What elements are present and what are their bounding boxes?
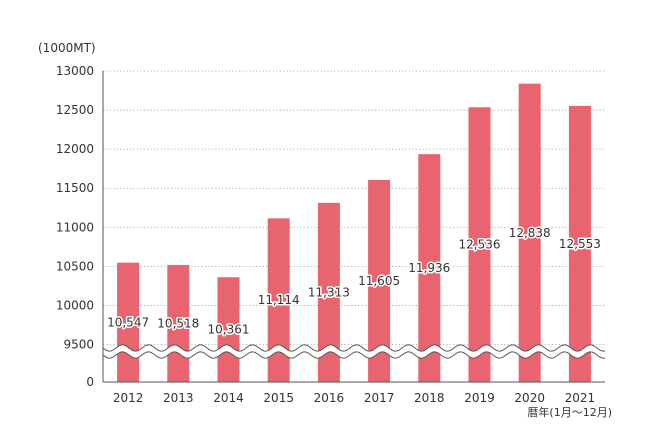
y-tick-label: 11500 (56, 181, 94, 195)
x-tick-label: 2019 (464, 391, 495, 405)
bar (468, 107, 491, 382)
data-label: 10,361 (208, 323, 250, 337)
axis-break (102, 344, 606, 359)
bar (418, 154, 441, 382)
y-tick-label: 12000 (56, 142, 94, 156)
data-label: 10,547 (107, 315, 149, 329)
x-tick-label: 2017 (364, 391, 395, 405)
y-zero-label: 0 (86, 375, 94, 389)
x-tick-label: 2013 (163, 391, 194, 405)
x-tick-label: 2012 (113, 391, 144, 405)
data-label: 12,553 (559, 237, 601, 251)
x-tick-label: 2014 (213, 391, 244, 405)
y-tick-label: 12500 (56, 103, 94, 117)
x-tick-label: 2015 (263, 391, 294, 405)
y-tick-label: 11000 (56, 220, 94, 234)
bar (317, 202, 340, 382)
bar (368, 180, 391, 382)
y-tick-labels: 13000 12500 12000 11500 11000 10500 10000 9500 (56, 64, 94, 352)
axis-break-line (102, 344, 606, 352)
data-label: 12,536 (459, 238, 501, 252)
axis-break-line (102, 351, 606, 359)
data-label: 12,838 (509, 226, 551, 240)
x-tick-label: 2018 (414, 391, 445, 405)
y-tick-label: 10000 (56, 298, 94, 312)
y-tick-label: 9500 (63, 338, 94, 352)
data-label: 11,936 (408, 261, 450, 275)
x-tick-label: 2021 (565, 391, 596, 405)
bar (518, 83, 541, 382)
x-axis-label: 暦年(1月〜12月) (527, 405, 612, 419)
data-label: 11,114 (258, 293, 300, 307)
y-unit-label: (1000MT) (38, 41, 96, 55)
x-tick-label: 2016 (314, 391, 345, 405)
y-tick-label: 13000 (56, 64, 94, 78)
data-label: 11,605 (358, 274, 400, 288)
data-labels: 10,547 10,518 10,361 11,114 11,313 11,605 11,9… (106, 224, 603, 338)
y-tick-label: 10500 (56, 259, 94, 273)
x-tick-label: 2020 (514, 391, 545, 405)
bar (568, 105, 591, 382)
bar (267, 218, 290, 382)
x-tick-labels: 2012 2013 2014 2015 2016 2017 2018 2019 2020 2021 (113, 391, 595, 405)
data-label: 11,313 (308, 285, 350, 299)
data-label: 10,518 (157, 316, 199, 330)
bars (117, 83, 591, 382)
